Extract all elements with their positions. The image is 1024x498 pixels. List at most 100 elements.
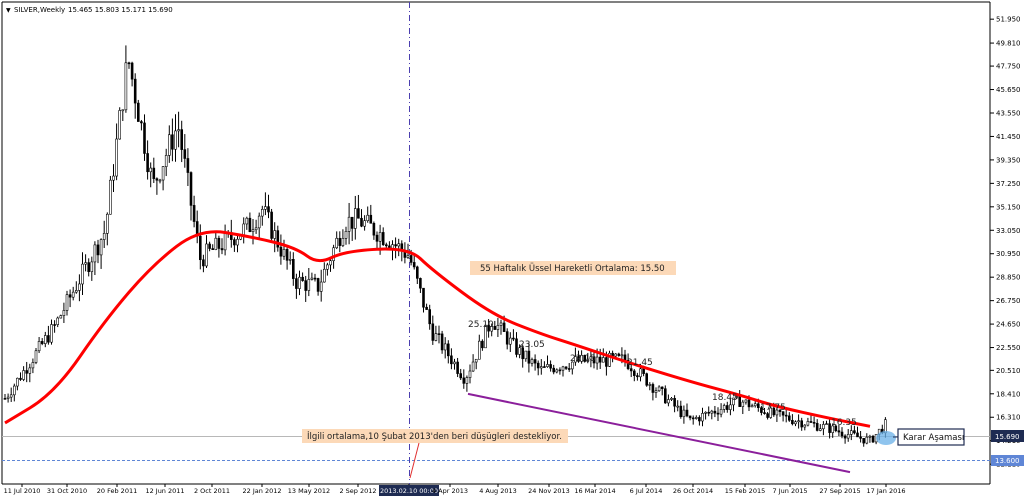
candle-body <box>679 405 683 418</box>
candle-body <box>84 262 87 265</box>
candle-body <box>217 237 221 249</box>
price-axis-label: 41.450 <box>996 133 1021 141</box>
candle-body <box>719 409 723 415</box>
candle-body <box>360 217 363 227</box>
candle-body <box>639 368 642 378</box>
peak-label: 22.15 <box>570 354 596 364</box>
price-axis-label: 22.550 <box>996 344 1021 352</box>
candle-body <box>47 335 50 343</box>
candle-body <box>267 206 270 213</box>
candle-body <box>626 359 630 369</box>
price-axis-label: 49.810 <box>996 40 1021 48</box>
candle-body <box>137 102 140 122</box>
candle-body <box>471 361 475 372</box>
candle-body <box>474 358 478 363</box>
candle-body <box>787 415 791 421</box>
time-axis-label: 4 Apr 2013 <box>432 487 468 495</box>
candle-body <box>56 317 60 325</box>
price-axis-label: 33.050 <box>996 227 1021 235</box>
candle-body <box>127 62 131 65</box>
candle-body <box>155 178 159 181</box>
candle-body <box>806 421 810 426</box>
candle-body <box>285 249 289 261</box>
price-axis-label: 28.850 <box>996 274 1021 282</box>
candle-body <box>264 206 267 210</box>
candle-body <box>676 405 680 408</box>
candle-body <box>812 422 816 424</box>
candle-body <box>304 280 308 291</box>
candle-body <box>161 166 165 181</box>
candle-body <box>369 214 373 224</box>
time-axis[interactable]: 11 Jul 2010 31 Oct 2010 20 Feb 2011 12 Jun … <box>4 484 906 496</box>
candle-body <box>632 370 636 376</box>
support-trendline[interactable] <box>467 392 851 474</box>
candle-body <box>682 409 686 418</box>
price-axis-label: 43.550 <box>996 109 1021 117</box>
candle-body <box>53 324 56 326</box>
candle-body <box>704 411 707 414</box>
candle-body <box>490 325 494 332</box>
time-axis-label: 2 Sep 2012 <box>339 487 376 495</box>
candle-body <box>186 158 190 173</box>
candle-body <box>180 129 183 150</box>
candle-body <box>437 333 441 335</box>
support-note-box[interactable] <box>302 429 568 443</box>
time-axis-label: 6 Jul 2014 <box>630 487 663 495</box>
price-axis-label: 18.410 <box>996 390 1021 398</box>
candle-body <box>629 368 633 372</box>
candle-body <box>784 414 788 417</box>
candle-body <box>859 436 862 439</box>
ema-annotation-label: 55 Haftalık Üssel Hareketli Ortalama: 15… <box>480 263 665 274</box>
candle-body <box>242 223 245 236</box>
candle-body <box>710 410 714 414</box>
candle-body <box>481 340 484 349</box>
ema-annotation-box[interactable] <box>470 261 676 275</box>
candle-body <box>623 354 627 361</box>
candle-body <box>868 435 872 438</box>
candle-body <box>701 413 704 422</box>
candle-body <box>406 255 410 258</box>
time-axis-label: 22 Jan 2012 <box>243 487 282 495</box>
candle-body <box>326 264 329 270</box>
candle-body <box>295 278 298 289</box>
candle-body <box>487 324 490 332</box>
candle-body <box>450 355 453 365</box>
symbol-dropdown-icon[interactable]: ▼ <box>6 7 11 14</box>
candle-body <box>347 216 351 232</box>
candle-body <box>115 138 118 177</box>
candle-body <box>6 396 10 399</box>
candle-body <box>440 333 444 351</box>
candle-body <box>140 121 143 124</box>
candle-body <box>443 343 447 351</box>
decision-label-box[interactable] <box>897 428 965 446</box>
peak-label: 21.45 <box>627 358 653 368</box>
candle-body <box>803 424 807 428</box>
candle-body <box>598 356 602 363</box>
candle-body <box>794 421 797 425</box>
crosshair-date-marker <box>379 485 439 496</box>
candle-body <box>183 149 187 159</box>
ohlc-readout: 15.465 15.803 15.171 15.690 <box>68 6 173 14</box>
candle-body <box>521 347 525 360</box>
candle-body <box>338 237 342 246</box>
candle-body <box>772 407 776 416</box>
candle-body <box>713 410 717 414</box>
candle-body <box>431 323 435 341</box>
candle-body <box>577 356 580 362</box>
support-note-pointer <box>409 442 420 479</box>
candle-body <box>208 243 211 249</box>
candle-body <box>245 217 249 225</box>
candle-body <box>350 216 354 229</box>
current-price-marker-label: 15.690 <box>995 433 1020 441</box>
time-axis-label: 16 Mar 2014 <box>574 487 615 495</box>
peak-label: 25.10 <box>468 320 494 330</box>
candle-body <box>580 354 583 362</box>
candle-body <box>384 244 388 247</box>
candle-body <box>415 266 419 279</box>
candle-body <box>791 419 794 425</box>
candle-body <box>65 294 69 311</box>
candle-body <box>831 425 835 433</box>
candle-body <box>673 398 676 407</box>
candle-body <box>496 325 500 330</box>
